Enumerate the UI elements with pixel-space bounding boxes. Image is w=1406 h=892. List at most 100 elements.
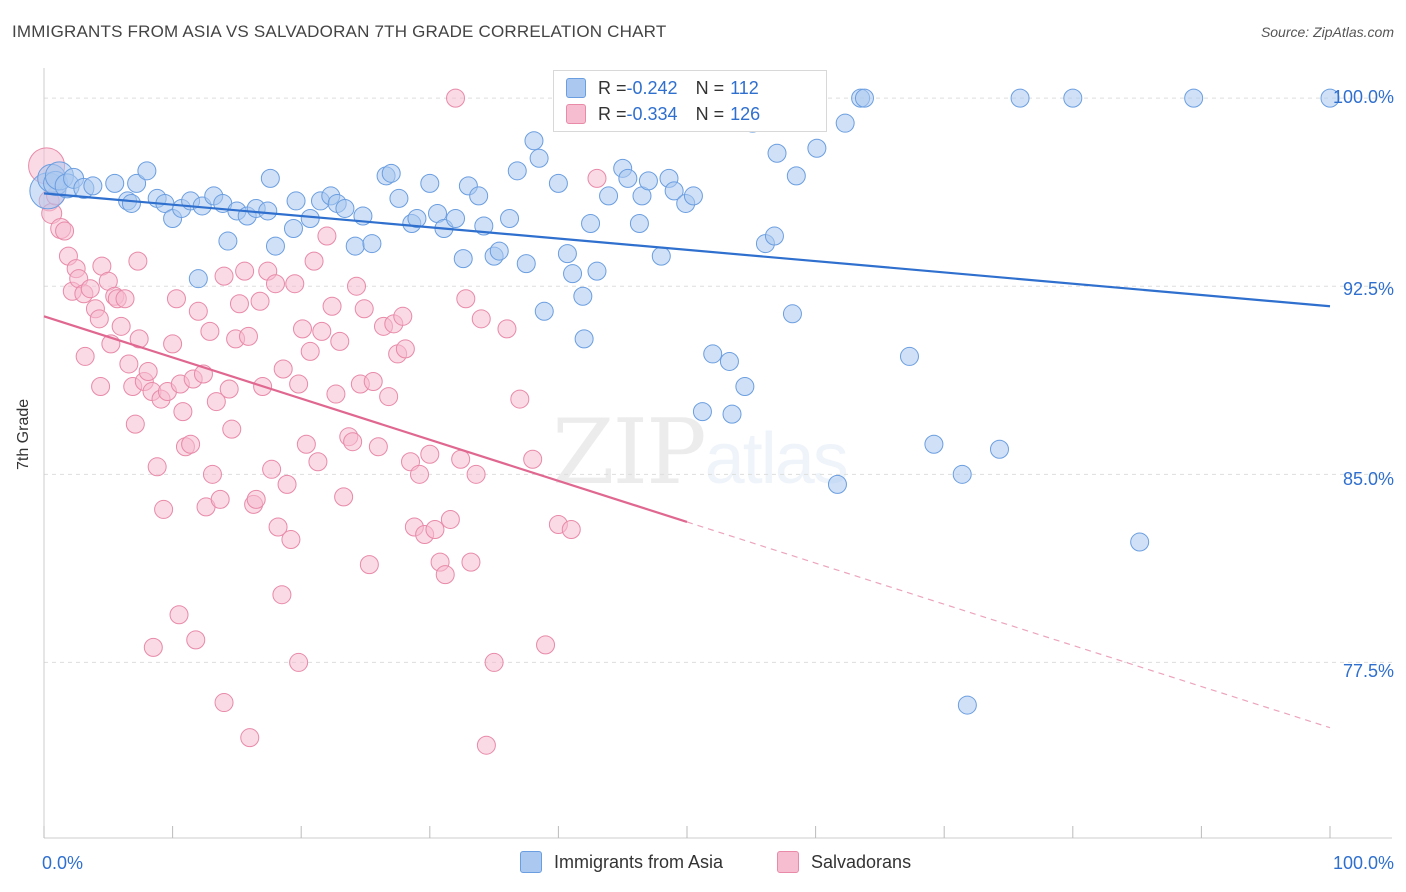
salvadoran-point	[561, 519, 581, 539]
asia-point	[703, 344, 723, 364]
y-tick-label-92-5: 92.5%	[1342, 279, 1394, 299]
immigrants-asia-points	[29, 88, 1340, 715]
asia-point	[265, 236, 285, 256]
asia-point	[692, 402, 712, 422]
salvadoran-point	[154, 499, 174, 519]
r-label: R =	[598, 77, 627, 98]
salvadoran-point	[125, 414, 145, 434]
salvadoran-point	[587, 168, 607, 188]
salvadoran-point	[80, 279, 100, 299]
salvadoran-point	[214, 266, 234, 286]
asia-point	[381, 163, 401, 183]
asia-point	[489, 241, 509, 261]
r-label: R =	[598, 103, 627, 124]
asia-point	[683, 186, 703, 206]
stats-row-salvadorans: R = -0.334 N = 126	[566, 102, 760, 126]
asia-point	[952, 464, 972, 484]
salvadoran-point	[393, 306, 413, 326]
asia-point	[722, 404, 742, 424]
salvadoran-point	[206, 392, 226, 412]
salvadoran-point	[188, 301, 208, 321]
salvadoran-point	[497, 319, 517, 339]
salvadoran-point	[471, 309, 491, 329]
salvadoran-point	[410, 464, 430, 484]
asia-point	[557, 244, 577, 264]
salvadoran-point	[523, 449, 543, 469]
asia-point	[767, 143, 787, 163]
asia-point	[1130, 532, 1150, 552]
legend-item-asia[interactable]: Immigrants from Asia	[520, 851, 723, 873]
salvadoran-point	[368, 437, 388, 457]
salvadoran-point	[476, 735, 496, 755]
axes	[43, 68, 1392, 839]
asia-point	[989, 439, 1009, 459]
salvadoran-point	[240, 728, 260, 748]
x-tick-label-min: 0.0%	[42, 853, 84, 873]
watermark-atlas: atlas	[704, 419, 849, 499]
asia-point	[664, 181, 684, 201]
legend-swatch-salvadorans	[777, 851, 799, 873]
asia-point	[407, 208, 427, 228]
salvadoran-point	[289, 652, 309, 672]
n-label: N =	[695, 77, 725, 98]
asia-point	[137, 161, 157, 181]
n-value: 126	[730, 103, 761, 124]
salvadoran-point	[277, 474, 297, 494]
salvadoran-point	[214, 693, 234, 713]
salvadoran-point	[363, 372, 383, 392]
salvadoran-point	[91, 377, 111, 397]
salvadoran-point	[285, 274, 305, 294]
asia-point	[335, 198, 355, 218]
asia-point	[83, 176, 103, 196]
salvadoran-point	[346, 276, 366, 296]
asia-point	[782, 304, 802, 324]
y-tick-label-100: 100.0%	[1332, 87, 1394, 107]
asia-point	[127, 173, 147, 193]
salvadoran-point	[89, 309, 109, 329]
asia-point	[420, 173, 440, 193]
asia-point	[524, 131, 544, 151]
legend-label-salvadorans: Salvadorans	[811, 851, 912, 872]
salvadoran-point	[326, 384, 346, 404]
asia-point	[529, 148, 549, 168]
asia-point	[827, 474, 847, 494]
asia-point	[629, 214, 649, 234]
asia-point	[258, 201, 278, 221]
y-axis-label: 7th Grade	[15, 398, 32, 470]
salvadoran-point	[202, 464, 222, 484]
salvadoran-point	[420, 444, 440, 464]
salvadoran-point	[219, 379, 239, 399]
salvadoran-point	[200, 321, 220, 341]
asia-point	[764, 226, 784, 246]
salvadoran-point	[466, 464, 486, 484]
salvadoran-point	[210, 489, 230, 509]
asia-point	[581, 214, 601, 234]
asia-point	[1010, 88, 1030, 108]
stats-row-asia: R = -0.242 N = 112	[566, 76, 759, 100]
salvadoran-point	[292, 319, 312, 339]
y-tick-label-85: 85.0%	[1342, 469, 1394, 489]
asia-point	[924, 434, 944, 454]
legend-item-salvadorans[interactable]: Salvadorans	[777, 851, 911, 873]
salvadoran-point	[273, 359, 293, 379]
salvadoran-point	[300, 341, 320, 361]
salvadoran-point	[138, 361, 158, 381]
salvadoran-point	[169, 605, 189, 625]
salvadoran-point	[229, 294, 249, 314]
salvadoran-point	[268, 517, 288, 537]
asia-point	[1063, 88, 1083, 108]
trend-line-0	[43, 192, 1331, 308]
asia-point	[362, 234, 382, 254]
salvadoran-point	[334, 487, 354, 507]
salvadoran-point	[166, 289, 186, 309]
chart-title: IMMIGRANTS FROM ASIA VS SALVADORAN 7TH G…	[12, 22, 667, 41]
asia-point	[786, 166, 806, 186]
salvadoran-point	[128, 251, 148, 271]
trend-line-solid-1	[43, 315, 688, 524]
asia-point	[534, 301, 554, 321]
salvadoran-point	[289, 374, 309, 394]
x-tick-label-max: 100.0%	[1332, 853, 1394, 873]
n-value: 112	[730, 77, 759, 98]
asia-point	[218, 231, 238, 251]
